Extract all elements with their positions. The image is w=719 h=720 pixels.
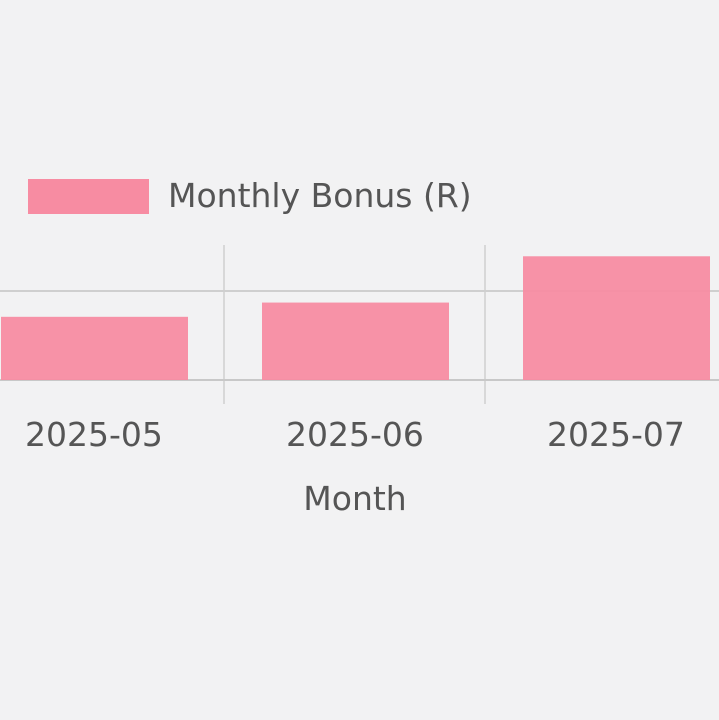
bar-2025-07	[523, 256, 710, 380]
x-tick-label: 2025-06	[286, 415, 424, 454]
bars	[1, 256, 710, 380]
x-tick-label: 2025-05	[25, 415, 163, 454]
bar-2025-06	[262, 302, 449, 380]
bar-2025-05	[1, 316, 188, 380]
x-axis-label: Month	[303, 479, 406, 518]
legend: Monthly Bonus (R)	[28, 176, 472, 215]
legend-label: Monthly Bonus (R)	[168, 176, 472, 215]
legend-swatch	[28, 179, 149, 214]
x-tick-label: 2025-07	[547, 415, 685, 454]
x-tick-labels: 2025-05 2025-06 2025-07	[25, 415, 685, 454]
